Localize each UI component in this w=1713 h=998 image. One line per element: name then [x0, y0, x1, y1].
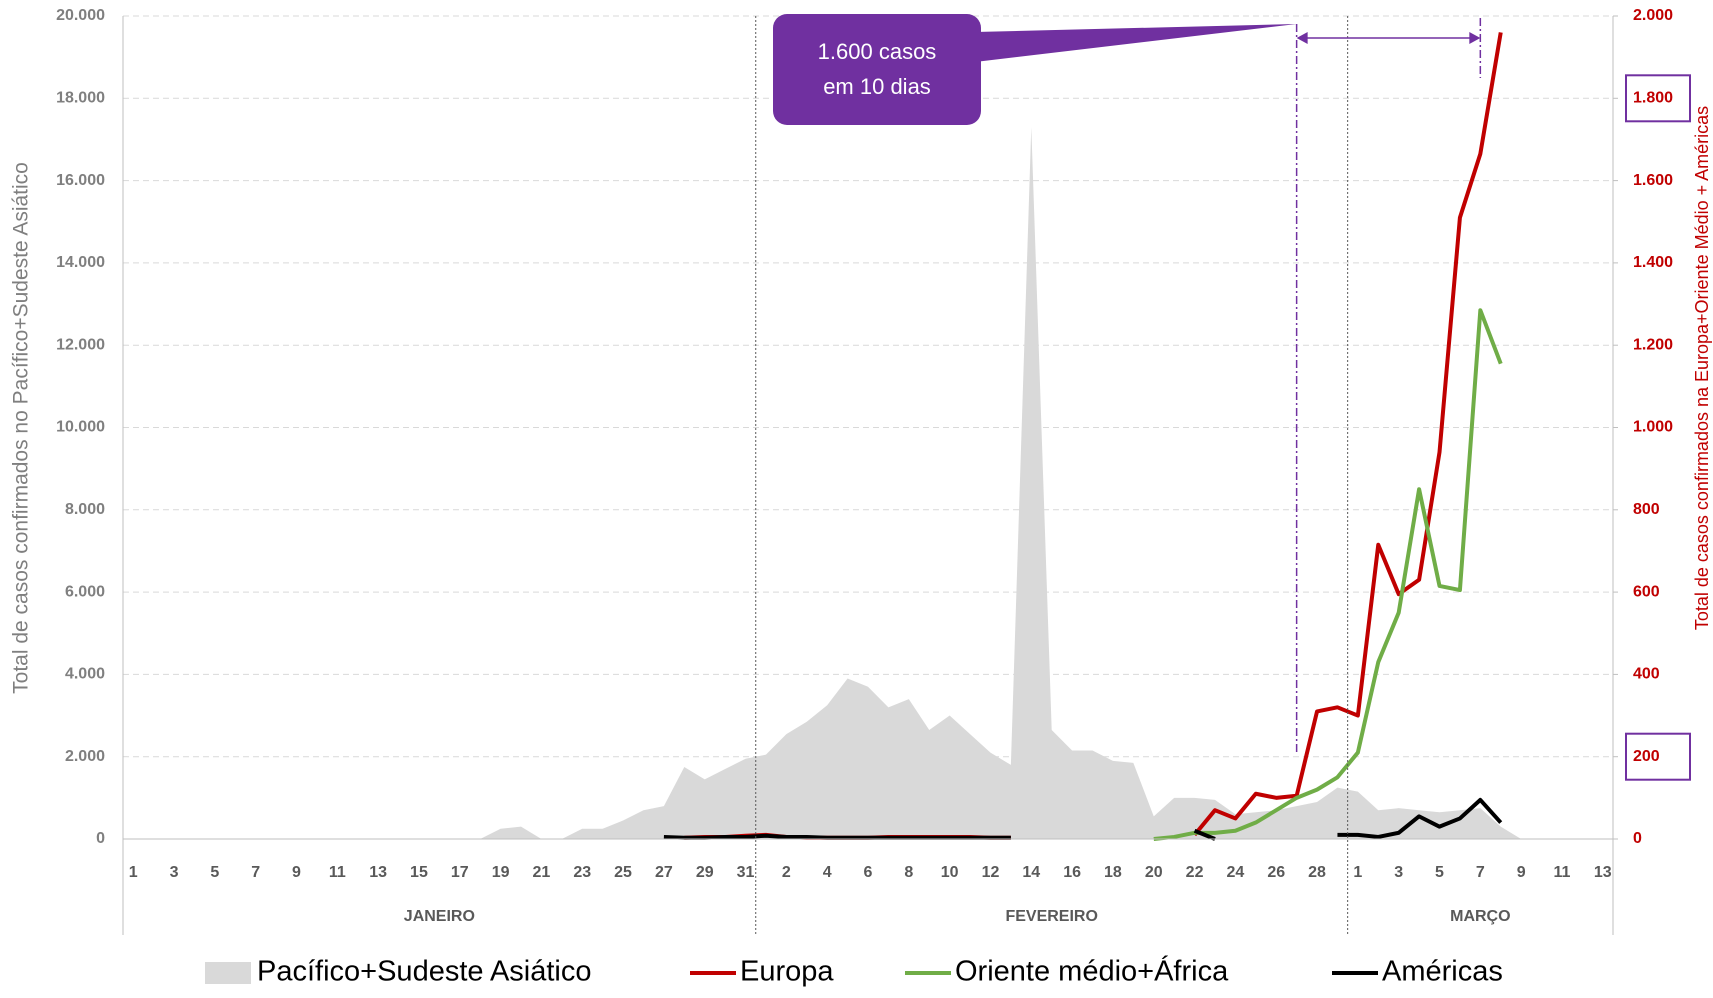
x-tick-label: 3 [170, 864, 179, 881]
y-tick-label: 4.000 [65, 666, 105, 683]
legend-label: Pacífico+Sudeste Asiático [257, 956, 592, 988]
x-tick-label: 17 [451, 864, 469, 881]
tick-highlight [1625, 74, 1691, 123]
legend-swatch [690, 971, 736, 975]
x-tick-label: 11 [329, 864, 346, 881]
x-tick-label: 8 [904, 864, 913, 881]
y2-tick-label: 1.000 [1633, 419, 1673, 436]
x-tick-label: 25 [614, 864, 632, 881]
legend-swatch [1332, 971, 1378, 975]
tick-highlight [1625, 732, 1691, 781]
y-tick-label: 14.000 [56, 254, 105, 271]
x-tick-label: 16 [1063, 864, 1081, 881]
line [1193, 32, 1503, 837]
x-tick-label: 1 [129, 864, 138, 881]
y2-tick-label: 1.600 [1633, 172, 1673, 189]
x-tick-label: 29 [696, 864, 714, 881]
x-tick-label: 18 [1104, 864, 1122, 881]
x-tick-label: 10 [941, 864, 959, 881]
y2-tick-label: 1.200 [1633, 336, 1673, 353]
x-tick-label: 13 [369, 864, 387, 881]
line [663, 833, 1011, 840]
x-tick-label: 31 [737, 864, 755, 881]
y-tick-label: 20.000 [56, 7, 105, 24]
y-tick-label: 16.000 [56, 172, 105, 189]
x-tick-label: 9 [292, 864, 301, 881]
legend-swatch [905, 971, 951, 975]
x-tick-label: 28 [1308, 864, 1326, 881]
y-tick-label: 6.000 [65, 583, 105, 600]
y2-tick-label: 0 [1633, 830, 1642, 847]
y2-tick-label: 800 [1633, 501, 1660, 518]
callout-text: 1.600 casos [818, 39, 937, 64]
x-tick-label: 6 [864, 864, 873, 881]
x-tick-label: 5 [1435, 864, 1444, 881]
y2-tick-label: 1.800 [1633, 90, 1673, 107]
x-tick-label: 23 [573, 864, 591, 881]
x-tick-label: 13 [1594, 864, 1612, 881]
y-tick-label: 10.000 [56, 419, 105, 436]
x-tick-label: 15 [410, 864, 428, 881]
x-tick-label: 20 [1145, 864, 1163, 881]
callout-text: em 10 dias [823, 74, 931, 99]
y-tick-label: 0 [96, 830, 105, 847]
callout-box [773, 14, 981, 125]
y-tick-label: 8.000 [65, 501, 105, 518]
x-tick-label: 4 [823, 864, 832, 881]
month-label: MARÇO [1450, 908, 1510, 925]
month-label: FEVEREIRO [1005, 908, 1097, 925]
legend-label: Américas [1382, 956, 1503, 988]
line [1153, 308, 1503, 841]
line [1193, 828, 1216, 841]
y2-tick-label: 1.400 [1633, 254, 1673, 271]
x-tick-label: 21 [533, 864, 551, 881]
x-tick-label: 27 [655, 864, 673, 881]
y2-axis-title: Total de casos confirmados na Europa+Ori… [1692, 106, 1712, 630]
x-tick-label: 9 [1517, 864, 1526, 881]
x-tick-label: 11 [1554, 864, 1571, 881]
x-tick-label: 3 [1394, 864, 1403, 881]
y2-tick-label: 2.000 [1633, 7, 1673, 24]
callout-pointer [975, 24, 1297, 62]
x-tick-label: 1 [1353, 864, 1362, 881]
x-tick-label: 7 [1476, 864, 1485, 881]
y2-tick-label: 400 [1633, 666, 1660, 683]
y-axis-title: Total de casos confirmados no Pacífico+S… [10, 162, 33, 694]
line [1337, 797, 1503, 839]
x-tick-label: 12 [982, 864, 1000, 881]
legend-label: Europa [740, 956, 834, 988]
y-tick-label: 12.000 [56, 336, 105, 353]
x-tick-label: 19 [492, 864, 510, 881]
x-tick-label: 22 [1186, 864, 1204, 881]
y-tick-label: 2.000 [65, 748, 105, 765]
legend-label: Oriente médio+África [955, 955, 1229, 988]
x-tick-label: 24 [1226, 864, 1244, 881]
x-tick-label: 5 [210, 864, 219, 881]
x-tick-label: 7 [251, 864, 260, 881]
legend-swatch [205, 962, 251, 984]
x-tick-label: 2 [782, 864, 791, 881]
month-label: JANEIRO [404, 908, 475, 925]
y-tick-label: 18.000 [56, 90, 105, 107]
y2-tick-label: 200 [1633, 748, 1660, 765]
x-tick-label: 26 [1267, 864, 1285, 881]
x-tick-label: 14 [1022, 864, 1040, 881]
y2-tick-label: 600 [1633, 583, 1660, 600]
